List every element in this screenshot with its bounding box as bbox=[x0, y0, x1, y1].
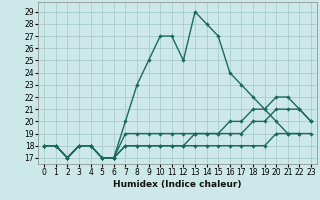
X-axis label: Humidex (Indice chaleur): Humidex (Indice chaleur) bbox=[113, 180, 242, 189]
